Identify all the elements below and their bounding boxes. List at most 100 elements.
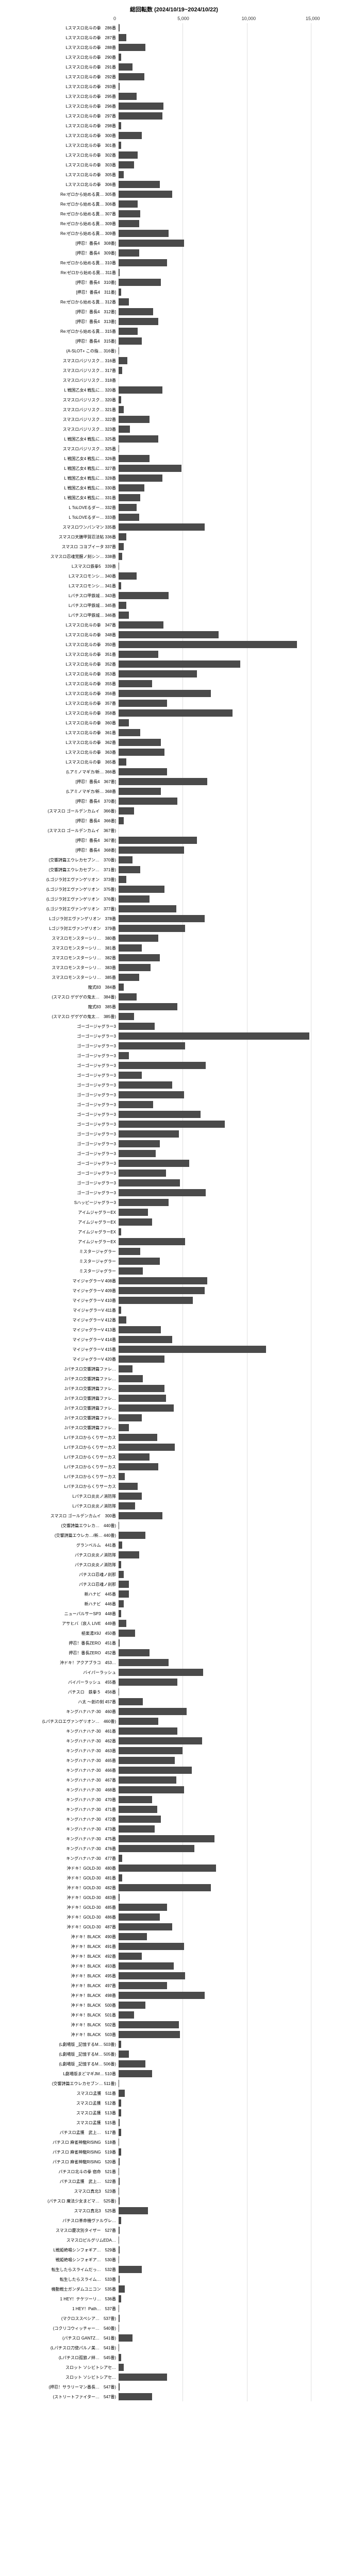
bar-row: パチスロ炎炎ノ消防隊 <box>5 1560 343 1569</box>
bar-row: スロット ソシビトシアセ… <box>5 2372 343 2382</box>
bar <box>119 2011 134 2019</box>
bar <box>119 1248 140 1255</box>
bar-label: [押忍！番長4 366番] <box>5 818 119 824</box>
bar-row: ミスタージャグラー <box>5 1257 343 1266</box>
bar-row: Lスマスロモンシ… 340番 <box>5 571 343 581</box>
bar <box>119 1444 175 1451</box>
bar-row: ゴーゴージャグラー3 <box>5 1120 343 1129</box>
bar <box>119 905 176 912</box>
bar-label: Lスマスロ北斗の拳 348番 <box>5 632 119 638</box>
bar-label: (ストリートファイター… 547番) <box>5 2394 119 2400</box>
bar <box>119 171 124 178</box>
bar <box>119 582 121 589</box>
bar-track <box>119 2217 343 2224</box>
bar-track <box>119 1865 343 1872</box>
bar <box>119 1541 122 1549</box>
bar-row: ゴーゴージャグラー3 <box>5 1159 343 1168</box>
bar-track <box>119 337 343 345</box>
bar-label: [押忍！番長4 368番] <box>5 848 119 853</box>
bar-track <box>119 631 343 638</box>
bar-row: ゴーゴージャグラー3 <box>5 1178 343 1188</box>
bar-track <box>119 1590 343 1598</box>
bar-row: (交響詩篇エウレカセブン… 370番) <box>5 855 343 865</box>
bar-row: パチスロ 麻雀神龍RISING 520番 <box>5 2157 343 2166</box>
bar-track <box>119 2285 343 2293</box>
bar-row: 押忍！番長ZERO 451番 <box>5 1638 343 1648</box>
bar-label: (Lアミノマギカ/新… 368番 <box>5 789 119 794</box>
bar-row: 沖ドキ！BLACK 491番 <box>5 1942 343 1951</box>
bar <box>119 1101 153 1108</box>
bar-row: L ToLOVEるダー… 332番 <box>5 503 343 512</box>
bar-row: スマスロ コヨプイータ 337番 <box>5 542 343 551</box>
bar-row: [押忍！番長4 367番] <box>5 836 343 845</box>
bar-row: スロット ソシビトシアセ… <box>5 2363 343 2372</box>
bar-label: パチスロ革命機ヴァルヴレ… <box>5 2218 119 2224</box>
bar-row: スマスロモンスターシリ… 380番 <box>5 934 343 943</box>
bar <box>119 2246 120 2253</box>
bar <box>119 2099 121 2107</box>
bar-track <box>119 142 343 149</box>
bar-label: キングハナハナ-30 476番 <box>5 1846 119 1852</box>
bar-row: スマスロ孟獲 511番 <box>5 2089 343 2098</box>
bar-row: Lスマスロ北斗の拳 288番 <box>5 43 343 52</box>
bar-label: (L劇場版 _記憶するM… 503番) <box>5 2042 119 2047</box>
bar-row: Lスマスロ北斗の拳 351番 <box>5 650 343 659</box>
bar-row: Re:ゼロから始める異… 315番 <box>5 327 343 336</box>
bar-row: ゴーゴージャグラー3 <box>5 1061 343 1070</box>
bar-track <box>119 2207 343 2214</box>
bar <box>119 112 162 120</box>
bar-row: キングハナハナ-30 476番 <box>5 1844 343 1853</box>
bar <box>119 1404 174 1412</box>
bar-label: Lスマスロ北斗の拳 365番 <box>5 759 119 765</box>
bar <box>119 1385 164 1392</box>
bar-track <box>119 200 343 208</box>
bar-row: Lパチスロからくりサーカス <box>5 1462 343 1471</box>
bar <box>119 1708 187 1715</box>
bar <box>119 1855 122 1862</box>
bar-row: アイムジャグラーEX <box>5 1237 343 1246</box>
bar-track <box>119 798 343 805</box>
bar-track <box>119 1316 343 1324</box>
bar-label: (スマスロ ゴールデンカムイ 367番) <box>5 828 119 834</box>
bar-label: 沖ドキ！GOLD-30 481番 <box>5 1875 119 1881</box>
bar-track <box>119 2050 343 2058</box>
bar-row: [押忍！番長4 366番] <box>5 816 343 825</box>
bar-track <box>119 533 343 540</box>
bar-label: Lスマスロ北斗の拳 287番 <box>5 35 119 41</box>
bar-row: スマスロバジリスク… 317番 <box>5 366 343 375</box>
bar <box>119 2315 120 2322</box>
bar-label: [押忍！番長4 312番] <box>5 309 119 315</box>
bar-row: L 戦国乙女4 戦乱に… 328番 <box>5 473 343 483</box>
bar-row: [押忍！番長4 313番] <box>5 317 343 326</box>
bar-label: Lスマスロ北斗の拳 291番 <box>5 64 119 70</box>
bar-row: キングハナハナ-30 471番 <box>5 1805 343 1814</box>
bar <box>119 984 124 991</box>
bar-label: Lスマスロ北斗の拳 362番 <box>5 740 119 745</box>
bar <box>119 2031 180 2038</box>
bar <box>119 2021 179 2028</box>
bar-label: ゴーゴージャグラー3 <box>5 1151 119 1157</box>
bar-row: (スマスロ ゴールデンカムイ 367番) <box>5 826 343 835</box>
bar-track <box>119 1307 343 1314</box>
bar <box>119 1874 122 1882</box>
bar-row: L 戦国乙女4 戦乱に… 326番 <box>5 454 343 463</box>
bar-label: (スマスロ ゴールデンカムイ 366番) <box>5 808 119 814</box>
bar-row: スマスロピルグリムEDA… <box>5 2235 343 2245</box>
bar-label: ゴーゴージャグラー3 <box>5 1092 119 1098</box>
bar-label: Lスマスロ北斗の拳 288番 <box>5 45 119 50</box>
bar-label: Lスマスロ北斗の拳 363番 <box>5 750 119 755</box>
bar-row: [押忍！番長4 367番] <box>5 777 343 786</box>
bar-row: 龍式83 385番 <box>5 1002 343 1011</box>
bar-track <box>119 1238 343 1245</box>
bar-label: Re:ゼロから始める異… 306番 <box>5 201 119 207</box>
bar-row: バイパーラッシュ <box>5 1668 343 1677</box>
bar-track <box>119 2256 343 2263</box>
bar-label: 沖ドキ！BLACK 498番 <box>5 1993 119 1998</box>
bar-label: Lゴジラ対エヴァンゲリオン 378番 <box>5 916 119 922</box>
bar-row: 転生したらスライム… 533番 <box>5 2275 343 2284</box>
bar <box>119 1630 135 1637</box>
bar-track <box>119 1346 343 1353</box>
bar <box>119 1453 150 1461</box>
bar-row: Lスマスロ北斗の拳 305番 <box>5 170 343 179</box>
bar-label: Lスマスロ北斗の拳 302番 <box>5 152 119 158</box>
